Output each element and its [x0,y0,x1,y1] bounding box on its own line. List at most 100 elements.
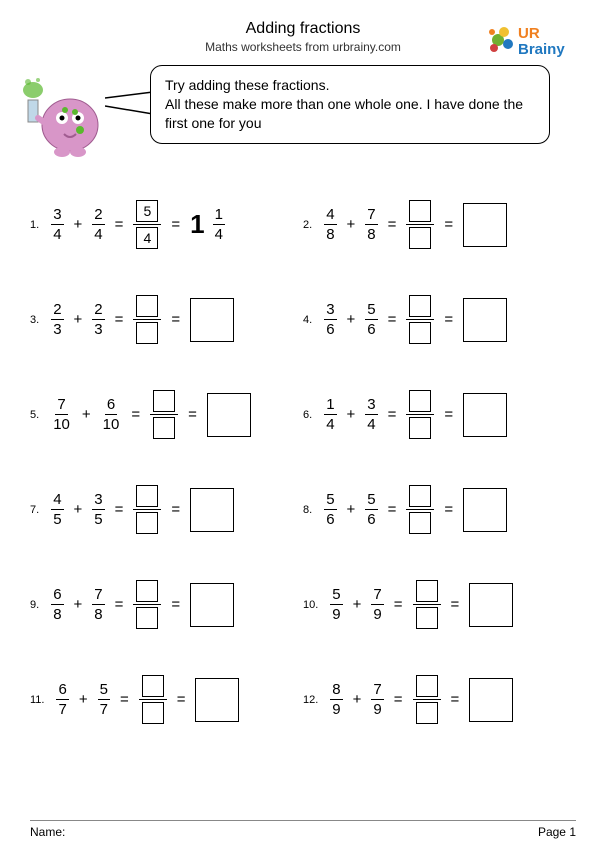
equals-sign: = [388,406,397,423]
equals-sign: = [394,691,403,708]
problems-grid: 1. 34 + 24 = 5 4 = 1 14 2. 48 [30,200,576,770]
answer-box[interactable] [190,583,234,627]
equals-sign: = [388,311,397,328]
problem-11: 11. 67 + 57 = = [30,675,303,724]
fraction: 56 [365,302,377,337]
equals-sign: = [444,406,453,423]
problem-8: 8. 56 + 56 = = [303,485,576,534]
problem-number: 3. [30,314,39,326]
fraction: 56 [365,492,377,527]
answer-fraction-box[interactable] [406,390,434,439]
plus-sign: + [347,406,356,423]
answer-box[interactable] [469,678,513,722]
answer-box[interactable] [463,488,507,532]
equals-sign: = [115,216,124,233]
problem-row: 11. 67 + 57 = = 12. 89 + 79 = = [30,675,576,724]
problem-number: 9. [30,599,39,611]
fraction: 34 [365,397,377,432]
problem-7: 7. 45 + 35 = = [30,485,303,534]
fraction: 67 [56,682,68,717]
plus-sign: + [353,691,362,708]
problem-number: 7. [30,504,39,516]
equals-sign: = [394,596,403,613]
problem-4: 4. 36 + 56 = = [303,295,576,344]
plus-sign: + [347,311,356,328]
fraction: 34 [51,207,63,242]
plus-sign: + [74,501,83,518]
fraction: 23 [92,302,104,337]
answer-fraction-box[interactable] [139,675,167,724]
equals-sign: = [177,691,186,708]
problem-number: 11. [30,694,44,706]
fraction: 710 [51,397,72,432]
answer-box[interactable] [463,298,507,342]
name-label: Name: [30,825,65,839]
equals-sign: = [171,596,180,613]
mixed-number-answer: 1 14 [190,207,229,242]
answer-box[interactable] [190,488,234,532]
fraction: 59 [330,587,342,622]
fraction: 68 [51,587,63,622]
problem-number: 8. [303,504,312,516]
plus-sign: + [353,596,362,613]
equals-sign: = [451,596,460,613]
answer-box[interactable] [463,393,507,437]
answer-fraction-box[interactable] [406,485,434,534]
fraction: 79 [371,682,383,717]
footer: Name: Page 1 [30,820,576,839]
answer-fraction-box[interactable] [406,200,434,249]
problem-12: 12. 89 + 79 = = [303,675,576,724]
urbrainy-logo: UR Brainy [486,20,576,60]
problem-number: 6. [303,409,312,421]
fraction: 14 [324,397,336,432]
problem-6: 6. 14 + 34 = = [303,390,576,439]
fraction: 89 [330,682,342,717]
answer-fraction-box[interactable]: 5 4 [133,200,161,249]
problem-number: 4. [303,314,312,326]
equals-sign: = [388,216,397,233]
answer-fraction-box[interactable] [413,675,441,724]
answer-fraction-box[interactable] [150,390,178,439]
answer-box[interactable] [190,298,234,342]
problem-2: 2. 48 + 78 = = [303,200,576,249]
problem-row: 1. 34 + 24 = 5 4 = 1 14 2. 48 [30,200,576,249]
plus-sign: + [74,216,83,233]
answer-box[interactable] [469,583,513,627]
problem-number: 12. [303,694,318,706]
worksheet-page: Adding fractions Maths worksheets from u… [0,0,606,857]
answer-fraction-box[interactable] [406,295,434,344]
fraction: 610 [101,397,122,432]
problem-number: 1. [30,219,39,231]
equals-sign: = [171,501,180,518]
monster-character [20,70,110,160]
equals-sign: = [171,216,180,233]
equals-sign: = [171,311,180,328]
equals-sign: = [188,406,197,423]
speech-text: Try adding these fractions.All these mak… [165,77,523,131]
fraction: 45 [51,492,63,527]
equals-sign: = [444,501,453,518]
equals-sign: = [131,406,140,423]
answer-fraction-box[interactable] [133,295,161,344]
equals-sign: = [444,216,453,233]
fraction: 23 [51,302,63,337]
speech-tail [105,88,155,118]
fraction: 48 [324,207,336,242]
svg-text:Brainy: Brainy [518,41,565,58]
problem-row: 3. 23 + 23 = = 4. 36 + 56 = = [30,295,576,344]
answer-box[interactable] [207,393,251,437]
fraction: 78 [365,207,377,242]
answer-box[interactable] [195,678,239,722]
answer-fraction-box[interactable] [413,580,441,629]
equals-sign: = [451,691,460,708]
plus-sign: + [74,311,83,328]
problem-9: 9. 68 + 78 = = [30,580,303,629]
problem-1: 1. 34 + 24 = 5 4 = 1 14 [30,200,303,249]
problem-number: 2. [303,219,312,231]
fraction: 79 [371,587,383,622]
answer-fraction-box[interactable] [133,485,161,534]
answer-box[interactable] [463,203,507,247]
answer-fraction-box[interactable] [133,580,161,629]
equals-sign: = [115,501,124,518]
equals-sign: = [120,691,129,708]
